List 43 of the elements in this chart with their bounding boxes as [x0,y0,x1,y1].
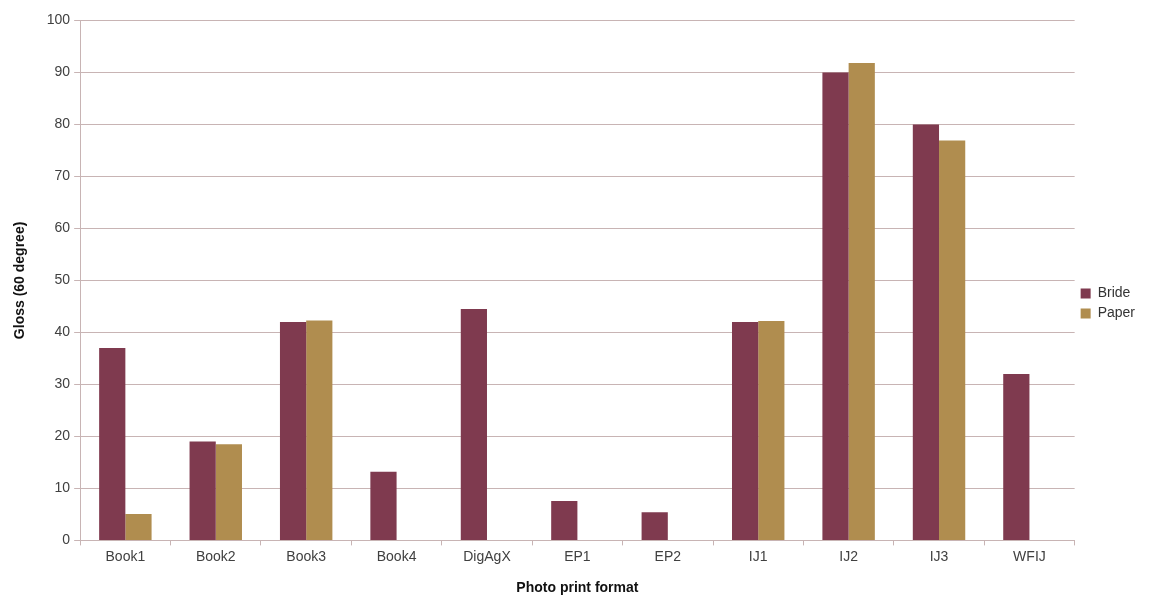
x-tick-label: WFIJ [1013,547,1046,564]
y-tick-label: 60 [54,219,71,236]
y-tick-label: 30 [54,375,71,392]
bar [370,471,397,540]
bar [939,140,966,540]
x-tick-label: IJ3 [929,547,949,564]
x-tick-label: Book1 [105,547,146,564]
x-tick-label: Book2 [195,547,236,564]
bar [758,320,785,540]
y-tick-label: 90 [54,63,71,80]
bar [1003,374,1030,540]
x-tick-label: EP2 [654,547,682,564]
x-tick-label: EP1 [564,547,591,564]
bar [848,63,875,540]
y-tick-label: 10 [54,479,71,496]
bar [822,72,849,540]
bar [279,322,307,540]
x-tick-label: Book4 [376,547,417,564]
y-tick-label: 20 [54,427,71,444]
x-tick-label: DigAgX [463,547,512,564]
bar [189,441,216,540]
x-tick-label: IJ2 [839,547,859,564]
x-tick-label: IJ1 [748,547,768,564]
legend-label: Paper [1097,304,1136,321]
bar [732,322,759,540]
bar [641,512,668,540]
y-tick-label: 0 [62,531,71,548]
bar [551,500,578,540]
bar [99,348,126,540]
x-axis-title: Photo print format [516,579,639,596]
bar [912,124,940,540]
y-tick-label: 40 [54,323,71,340]
y-tick-label: 100 [46,11,71,28]
y-axis-title: Gloss (60 degree) [11,221,28,340]
bar [460,309,487,540]
y-tick-label: 50 [54,271,71,288]
bar [125,513,152,540]
y-tick-label: 80 [54,115,71,132]
y-tick-label: 70 [54,167,71,184]
bar [215,444,242,540]
x-tick-label: Book3 [286,547,327,564]
bar [306,320,333,540]
legend-label: Bride [1097,284,1131,301]
